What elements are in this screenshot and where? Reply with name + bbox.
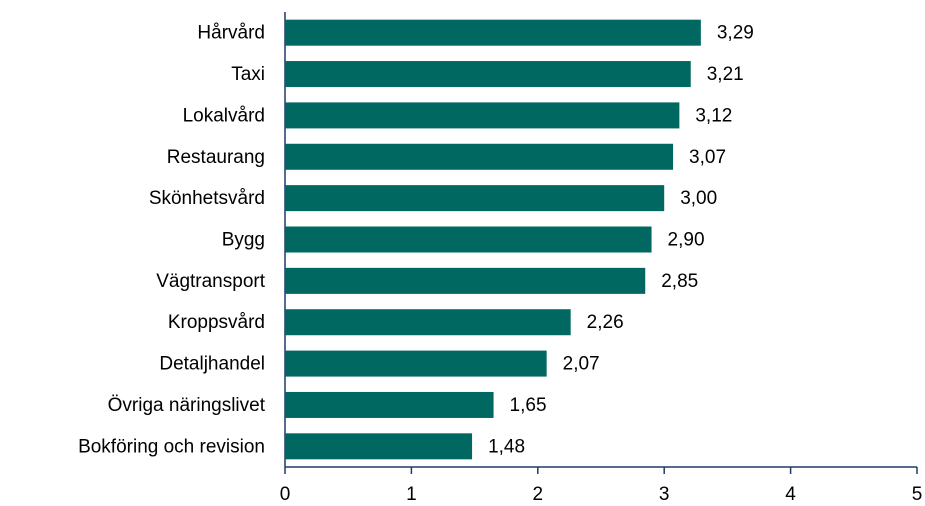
- bar: [285, 309, 571, 336]
- value-label: 2,90: [668, 230, 705, 251]
- y-tick-label: Hårvård: [197, 23, 265, 44]
- value-label: 1,48: [488, 436, 525, 457]
- y-tick-label: Lokalvård: [183, 105, 265, 126]
- value-label: 3,00: [680, 188, 717, 209]
- bar: [285, 391, 494, 418]
- y-tick-label: Vägtransport: [156, 271, 266, 292]
- bar: [285, 226, 652, 253]
- y-tick-label: Bygg: [222, 230, 265, 251]
- x-tick-label: 3: [659, 484, 670, 505]
- bar: [285, 19, 701, 46]
- value-label: 2,07: [563, 354, 600, 375]
- value-label: 3,21: [707, 64, 744, 85]
- y-tick-label: Restaurang: [167, 147, 265, 168]
- x-tick-label: 1: [406, 484, 417, 505]
- value-label: 3,29: [717, 23, 754, 44]
- x-tick-label: 5: [912, 484, 923, 505]
- bar: [285, 185, 665, 212]
- bar: [285, 433, 473, 460]
- value-label: 2,85: [661, 271, 698, 292]
- bar: [285, 350, 547, 377]
- value-label: 3,12: [695, 105, 732, 126]
- bar: [285, 61, 691, 88]
- x-tick-label: 0: [280, 484, 291, 505]
- value-label: 1,65: [510, 395, 547, 416]
- bar: [285, 143, 674, 170]
- y-tick-label: Kroppsvård: [168, 312, 265, 333]
- value-label: 3,07: [689, 147, 726, 168]
- y-tick-label: Taxi: [231, 64, 265, 85]
- y-tick-label: Skönhetsvård: [149, 188, 265, 209]
- y-tick-label: Bokföring och revision: [78, 436, 265, 457]
- bar: [285, 102, 680, 129]
- y-tick-label: Detaljhandel: [159, 354, 265, 375]
- x-tick-label: 2: [533, 484, 544, 505]
- y-tick-label: Övriga näringslivet: [108, 395, 266, 416]
- x-tick-label: 4: [785, 484, 796, 505]
- bar: [285, 267, 646, 294]
- value-label: 2,26: [587, 312, 624, 333]
